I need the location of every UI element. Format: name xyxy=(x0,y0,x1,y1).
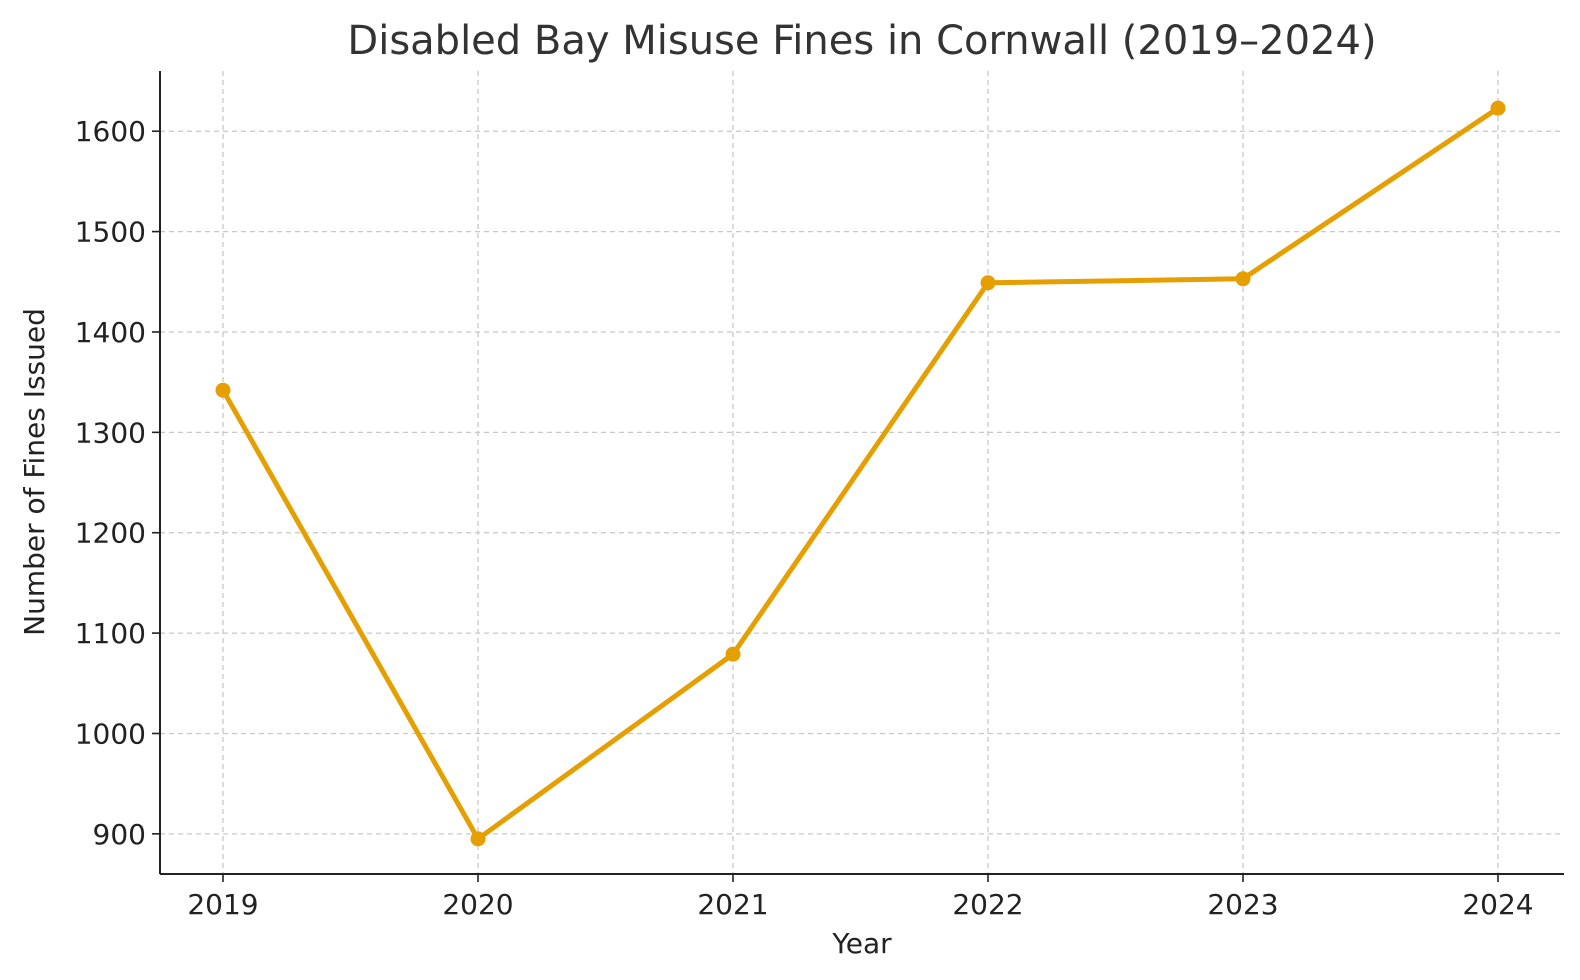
y-tick-label: 1100 xyxy=(75,617,146,650)
y-tick-label: 1600 xyxy=(75,115,146,148)
series xyxy=(215,100,1506,847)
y-tick-label: 1400 xyxy=(75,316,146,349)
chart-title: Disabled Bay Misuse Fines in Cornwall (2… xyxy=(347,18,1376,64)
data-point xyxy=(215,382,231,398)
grid xyxy=(160,71,1564,874)
data-point xyxy=(980,275,996,291)
x-tick-label: 2019 xyxy=(187,888,258,921)
data-point xyxy=(1235,271,1251,287)
data-point xyxy=(725,646,741,662)
y-tick-label: 1500 xyxy=(75,216,146,249)
ticks: 2019 2020 2021 2022 2023 2024 900 1000 1100 1200 1… xyxy=(75,115,1534,921)
series-line xyxy=(220,105,1501,842)
x-tick-label: 2023 xyxy=(1207,888,1278,921)
y-tick-label: 1000 xyxy=(75,717,146,750)
axes xyxy=(159,71,1564,875)
x-tick-label: 2024 xyxy=(1462,888,1533,921)
x-tick-label: 2021 xyxy=(697,888,768,921)
x-tick-label: 2022 xyxy=(952,888,1023,921)
y-axis-label: Number of Fines Issued xyxy=(18,308,51,636)
y-tick-label: 1300 xyxy=(75,416,146,449)
y-tick-label: 1200 xyxy=(75,517,146,550)
data-point xyxy=(470,831,486,847)
data-point xyxy=(1490,100,1506,116)
x-tick-label: 2020 xyxy=(442,888,513,921)
y-tick-label: 900 xyxy=(93,818,146,851)
x-axis-label: Year xyxy=(831,927,892,960)
